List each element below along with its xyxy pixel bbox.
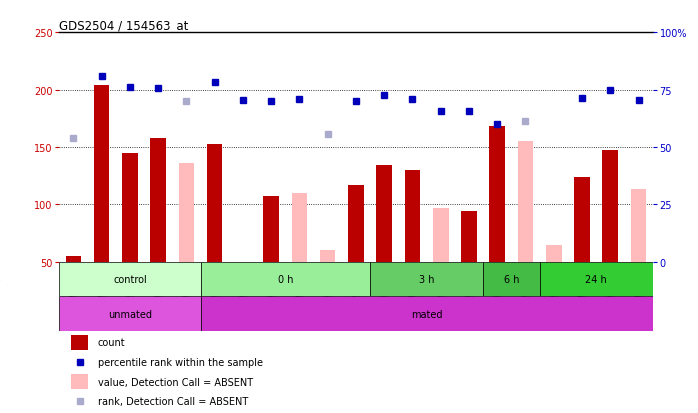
Bar — [200, 297, 653, 331]
Bar — [376, 166, 392, 262]
Bar — [151, 138, 166, 262]
Bar — [200, 262, 370, 297]
Text: GSM112964: GSM112964 — [438, 265, 444, 305]
Text: 24 h: 24 h — [585, 274, 607, 285]
Bar — [320, 251, 336, 262]
Bar — [179, 164, 194, 262]
Text: GDS2504 / 154563_at: GDS2504 / 154563_at — [59, 19, 188, 32]
Bar — [263, 197, 279, 262]
Bar — [94, 86, 110, 262]
Bar — [574, 178, 590, 262]
Bar — [489, 127, 505, 262]
Bar — [207, 144, 223, 262]
Bar — [540, 262, 653, 297]
Text: GSM112970: GSM112970 — [551, 265, 557, 305]
Bar — [546, 245, 561, 262]
Text: GSM112963: GSM112963 — [410, 265, 415, 305]
Text: 0 h: 0 h — [278, 274, 293, 285]
Text: GSM112931: GSM112931 — [70, 265, 77, 305]
Text: GSM112947: GSM112947 — [240, 265, 246, 305]
Bar — [122, 153, 138, 262]
Bar — [405, 171, 420, 262]
Text: count: count — [98, 338, 126, 348]
Text: GSM112971: GSM112971 — [579, 265, 585, 305]
Text: value, Detection Call = ABSENT: value, Detection Call = ABSENT — [98, 377, 253, 387]
Text: GSM112950: GSM112950 — [325, 265, 331, 305]
Text: rank, Detection Call = ABSENT: rank, Detection Call = ABSENT — [98, 396, 248, 406]
Text: GSM112949: GSM112949 — [297, 265, 302, 305]
Bar — [631, 190, 646, 262]
Text: GSM112942: GSM112942 — [127, 265, 133, 305]
Text: control: control — [113, 274, 147, 285]
Bar — [71, 335, 88, 351]
Bar — [518, 142, 533, 262]
Text: GSM112968: GSM112968 — [523, 265, 528, 305]
Text: GSM113345: GSM113345 — [635, 265, 641, 305]
Text: GSM112952: GSM112952 — [353, 265, 359, 305]
Text: GSM112967: GSM112967 — [494, 265, 500, 305]
Bar — [370, 262, 483, 297]
Bar — [71, 374, 88, 389]
Text: GSM112962: GSM112962 — [381, 265, 387, 305]
Text: GSM112948: GSM112948 — [268, 265, 274, 305]
Text: mated: mated — [411, 309, 443, 319]
Text: 6 h: 6 h — [504, 274, 519, 285]
Text: percentile rank within the sample: percentile rank within the sample — [98, 357, 263, 367]
Bar — [292, 193, 307, 262]
Bar — [348, 185, 364, 262]
Text: GSM112946: GSM112946 — [211, 265, 218, 305]
Bar — [602, 151, 618, 262]
Text: GSM112935: GSM112935 — [98, 265, 105, 305]
Bar — [433, 208, 449, 262]
Text: unmated: unmated — [108, 309, 152, 319]
Text: GSM112945: GSM112945 — [184, 265, 189, 305]
Text: 3 h: 3 h — [419, 274, 434, 285]
Text: GSM112965: GSM112965 — [466, 265, 472, 305]
Bar — [59, 297, 200, 331]
Bar — [461, 212, 477, 262]
Bar — [483, 262, 540, 297]
Text: GSM112943: GSM112943 — [155, 265, 161, 305]
Bar — [59, 262, 200, 297]
Bar — [66, 256, 81, 262]
Text: GSM112972: GSM112972 — [607, 265, 614, 305]
